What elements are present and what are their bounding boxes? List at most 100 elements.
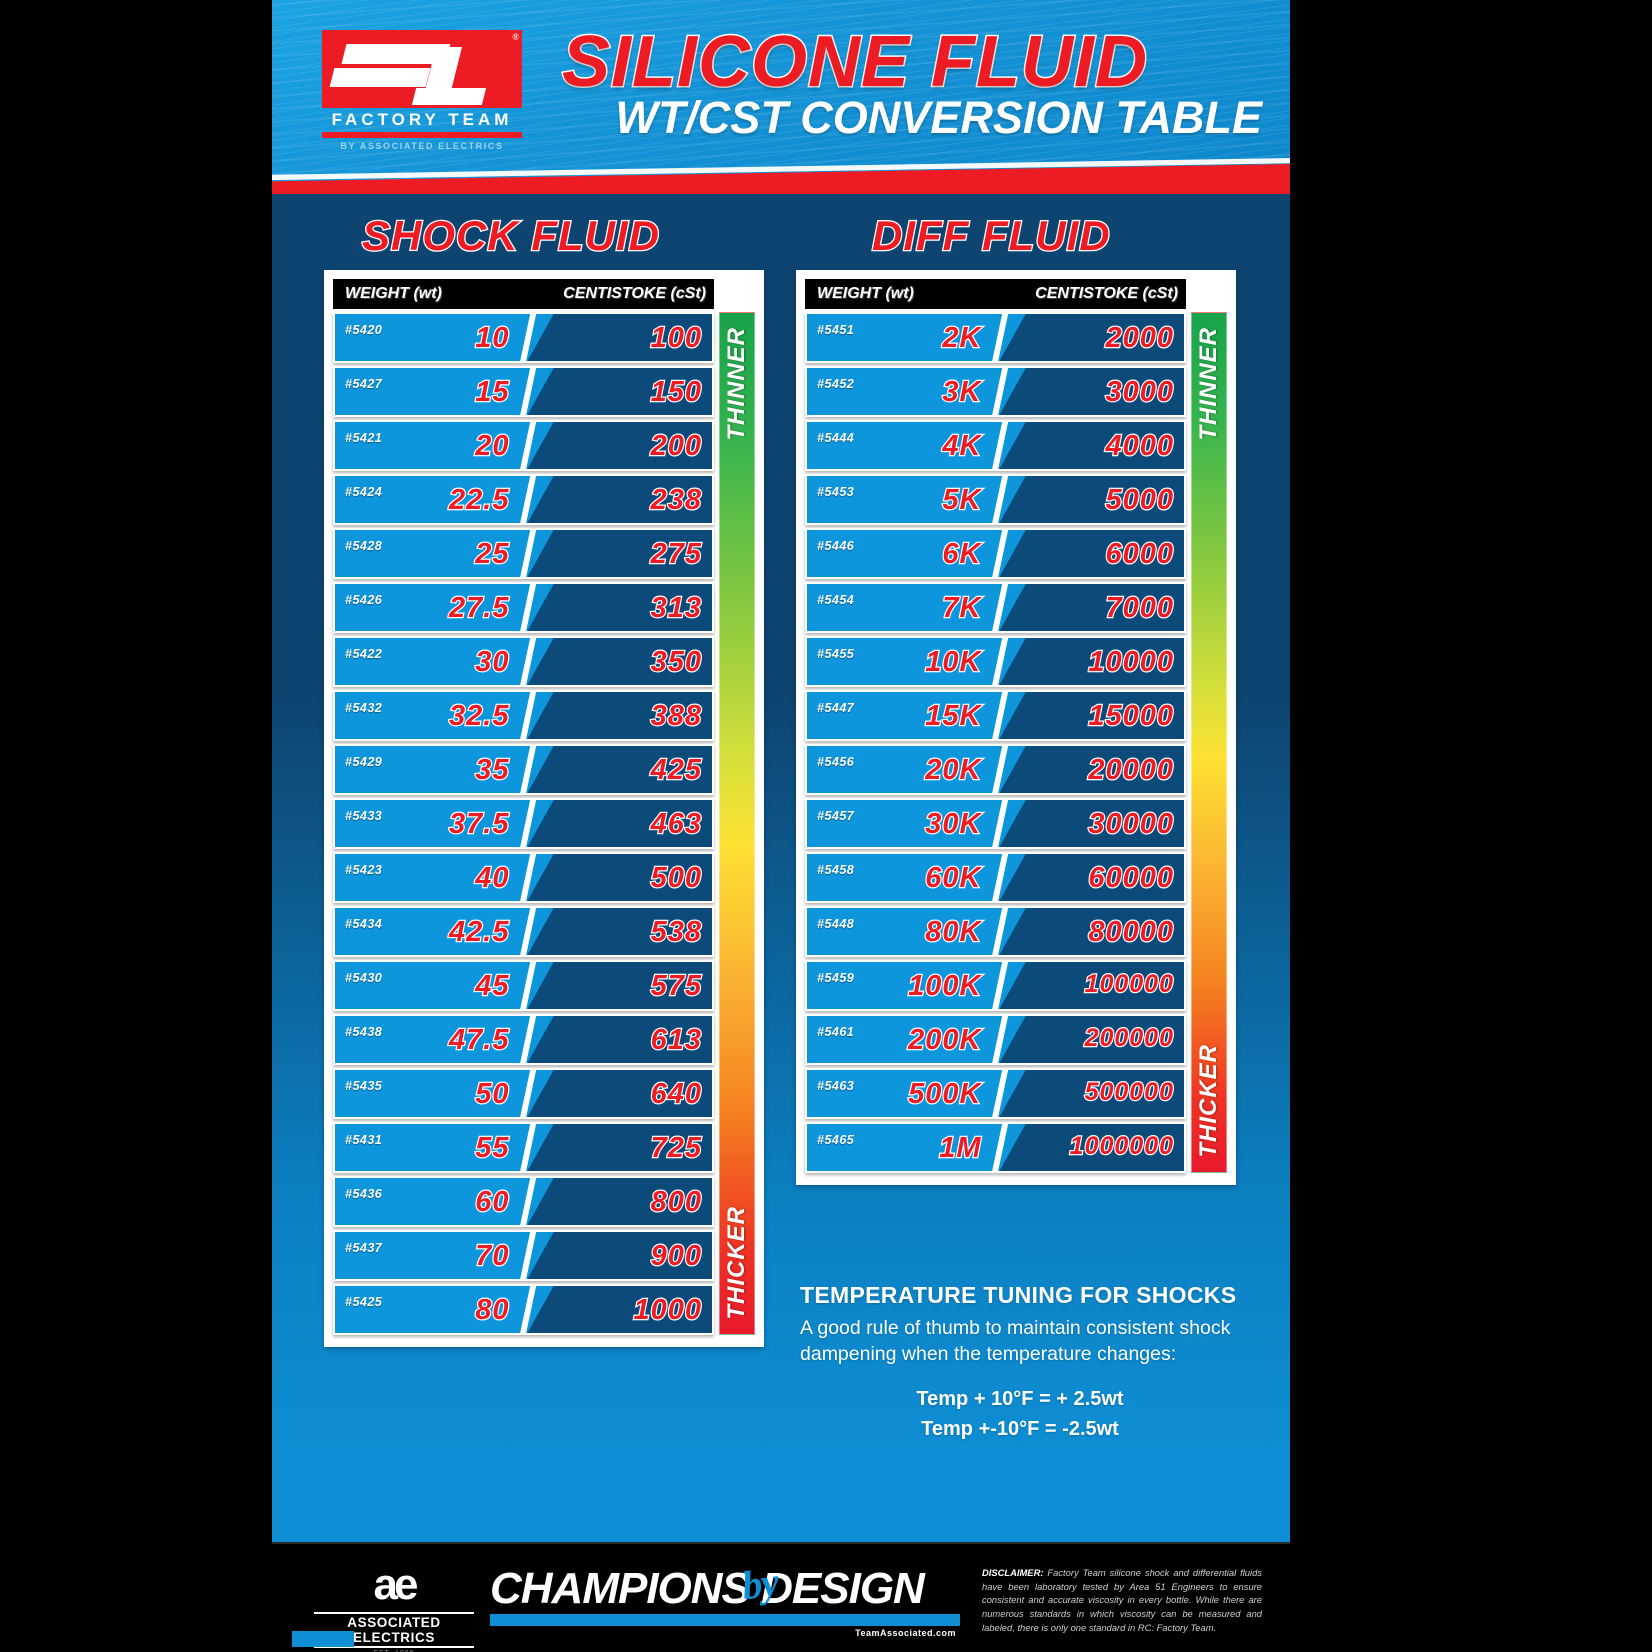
temperature-tuning-heading: TEMPERATURE TUNING FOR SHOCKS bbox=[800, 1282, 1237, 1308]
centistoke-value: 80000 bbox=[1087, 915, 1174, 949]
weight-value: 25 bbox=[474, 537, 510, 571]
table-row[interactable]: #5430 45 575 bbox=[333, 960, 714, 1011]
weight-value: 47.5 bbox=[448, 1023, 510, 1057]
centistoke-value: 725 bbox=[649, 1131, 702, 1165]
row-weight-cell-bg bbox=[335, 1286, 554, 1333]
centistoke-value: 500 bbox=[649, 861, 702, 895]
temperature-equations: Temp + 10°F = + 2.5wt Temp +-10°F = -2.5… bbox=[800, 1384, 1240, 1444]
part-number: #5459 bbox=[817, 971, 855, 985]
row-weight-cell-bg bbox=[335, 800, 554, 847]
poster-root: ® FACTORY TEAM BY ASSOCIATED ELECTRICS S… bbox=[272, 0, 1290, 1652]
table-row[interactable]: #5429 35 425 bbox=[333, 744, 714, 795]
table-row[interactable]: #5433 37.5 463 bbox=[333, 798, 714, 849]
design-word: DESIGN bbox=[761, 1564, 925, 1613]
centistoke-value: 613 bbox=[649, 1023, 702, 1057]
part-number: #5431 bbox=[345, 1133, 383, 1147]
row-weight-cell-bg bbox=[335, 422, 554, 469]
table-row[interactable]: #5425 80 1000 bbox=[333, 1284, 714, 1335]
table-row[interactable]: #5422 30 350 bbox=[333, 636, 714, 687]
table-row[interactable]: #5436 60 800 bbox=[333, 1176, 714, 1227]
table-row[interactable]: #5434 42.5 538 bbox=[333, 906, 714, 957]
page-title: SILICONE FLUID bbox=[561, 22, 1149, 102]
table-row[interactable]: #5438 47.5 613 bbox=[333, 1014, 714, 1065]
table-row[interactable]: #5426 27.5 313 bbox=[333, 582, 714, 633]
table-row[interactable]: #5437 70 900 bbox=[333, 1230, 714, 1281]
centistoke-value: 463 bbox=[649, 807, 702, 841]
weight-value: 10K bbox=[924, 645, 982, 679]
row-weight-cell-bg bbox=[335, 1124, 554, 1171]
centistoke-value: 150 bbox=[649, 375, 702, 409]
factory-team-label: FACTORY TEAM bbox=[331, 110, 513, 129]
row-weight-cell-bg bbox=[335, 314, 554, 361]
table-row[interactable]: #5454 7K 7000 bbox=[805, 582, 1186, 633]
table-row[interactable]: #5448 80K 80000 bbox=[805, 906, 1186, 957]
table-row[interactable]: #5420 10 100 bbox=[333, 312, 714, 363]
diff-fluid-table: WEIGHT (wt) CENTISTOKE (cSt) #5451 2K 2000… bbox=[805, 279, 1186, 1173]
centistoke-value: 200000 bbox=[1083, 1023, 1174, 1053]
table-row[interactable]: #5428 25 275 bbox=[333, 528, 714, 579]
row-weight-cell-bg bbox=[335, 1016, 554, 1063]
table-row[interactable]: #5446 6K 6000 bbox=[805, 528, 1186, 579]
table-row[interactable]: #5459 100K 100000 bbox=[805, 960, 1186, 1011]
part-number: #5429 bbox=[345, 755, 383, 769]
table-row[interactable]: #5431 55 725 bbox=[333, 1122, 714, 1173]
part-number: #5454 bbox=[817, 593, 855, 607]
scale-label-thicker: THICKER bbox=[723, 1206, 750, 1320]
centistoke-value: 238 bbox=[649, 483, 702, 517]
row-weight-cell-bg bbox=[335, 1070, 554, 1117]
page-subtitle: WT/CST CONVERSION TABLE bbox=[615, 92, 1262, 144]
table-row[interactable]: #5427 15 150 bbox=[333, 366, 714, 417]
table-row[interactable]: #5421 20 200 bbox=[333, 420, 714, 471]
diff-table-header: WEIGHT (wt) CENTISTOKE (cSt) bbox=[805, 279, 1186, 309]
table-row[interactable]: #5452 3K 3000 bbox=[805, 366, 1186, 417]
weight-value: 70 bbox=[474, 1239, 510, 1273]
centistoke-value: 3000 bbox=[1104, 375, 1174, 409]
shock-fluid-title: SHOCK FLUID bbox=[361, 211, 661, 261]
weight-value: 30 bbox=[474, 645, 510, 679]
champions-by-design-text: CHAMPIONS.DESIGN by bbox=[490, 1559, 960, 1614]
ae-company-label: ASSOCIATED ELECTRICS bbox=[314, 1612, 474, 1648]
table-row[interactable]: #5447 15K 15000 bbox=[805, 690, 1186, 741]
weight-value: 200K bbox=[907, 1023, 982, 1057]
centistoke-value: 200 bbox=[649, 429, 702, 463]
row-weight-cell-bg bbox=[335, 962, 554, 1009]
table-row[interactable]: #5424 22.5 238 bbox=[333, 474, 714, 525]
weight-value: 15K bbox=[924, 699, 982, 733]
part-number: #5444 bbox=[817, 431, 855, 445]
table-row[interactable]: #5456 20K 20000 bbox=[805, 744, 1186, 795]
diff-fluid-title: DIFF FLUID bbox=[871, 211, 1111, 261]
table-row[interactable]: #5463 500K 500000 bbox=[805, 1068, 1186, 1119]
centistoke-value: 20000 bbox=[1087, 753, 1174, 787]
row-weight-cell-bg bbox=[335, 908, 554, 955]
part-number: #5451 bbox=[817, 323, 855, 337]
temperature-tuning-body: A good rule of thumb to maintain consist… bbox=[800, 1317, 1231, 1366]
table-row[interactable]: #5435 50 640 bbox=[333, 1068, 714, 1119]
diff-header-weight: WEIGHT (wt) bbox=[817, 285, 914, 302]
table-row[interactable]: #5432 32.5 388 bbox=[333, 690, 714, 741]
weight-value: 45 bbox=[474, 969, 510, 1003]
table-row[interactable]: #5423 40 500 bbox=[333, 852, 714, 903]
centistoke-value: 350 bbox=[649, 645, 702, 679]
table-row[interactable]: #5453 5K 5000 bbox=[805, 474, 1186, 525]
table-row[interactable]: #5455 10K 10000 bbox=[805, 636, 1186, 687]
centistoke-value: 5000 bbox=[1104, 483, 1174, 517]
table-row[interactable]: #5444 4K 4000 bbox=[805, 420, 1186, 471]
disclaimer-text: DISCLAIMER: Factory Team silicone shock … bbox=[982, 1566, 1262, 1634]
table-row[interactable]: #5465 1M 1000000 bbox=[805, 1122, 1186, 1173]
row-weight-cell-bg bbox=[807, 314, 1026, 361]
weight-value: 30K bbox=[924, 807, 982, 841]
row-weight-cell-bg bbox=[335, 368, 554, 415]
table-row[interactable]: #5461 200K 200000 bbox=[805, 1014, 1186, 1065]
by-script-word: by bbox=[739, 1558, 781, 1609]
row-weight-cell-bg bbox=[807, 368, 1026, 415]
table-row[interactable]: #5451 2K 2000 bbox=[805, 312, 1186, 363]
row-weight-cell-bg bbox=[335, 638, 554, 685]
centistoke-value: 800 bbox=[649, 1185, 702, 1219]
row-weight-cell-bg bbox=[807, 1016, 1026, 1063]
row-weight-cell-bg bbox=[807, 1124, 1026, 1171]
header-title-block: SILICONE FLUID WT/CST CONVERSION TABLE bbox=[561, 22, 1263, 144]
table-row[interactable]: #5458 60K 60000 bbox=[805, 852, 1186, 903]
part-number: #5438 bbox=[345, 1025, 383, 1039]
table-row[interactable]: #5457 30K 30000 bbox=[805, 798, 1186, 849]
diff-fluid-panel: WEIGHT (wt) CENTISTOKE (cSt) #5451 2K 2000… bbox=[796, 270, 1236, 1185]
